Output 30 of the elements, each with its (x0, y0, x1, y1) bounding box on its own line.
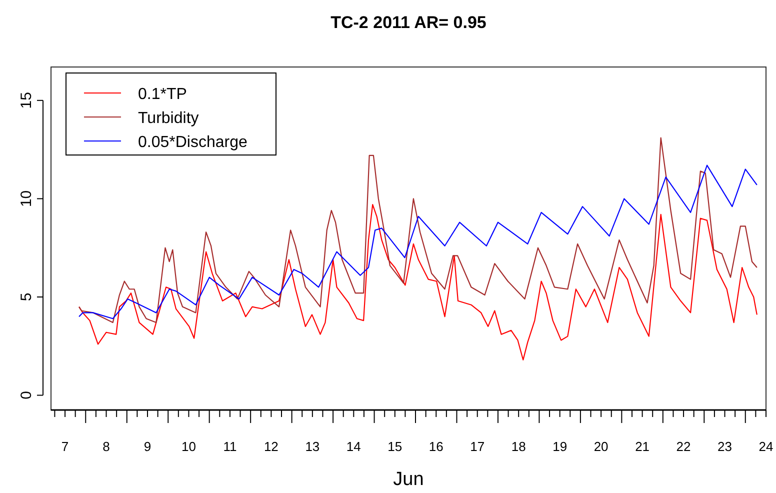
x-tick-label: 12 (264, 439, 278, 454)
x-tick-label: 24 (758, 439, 774, 454)
line-series (78, 137, 758, 324)
y-tick-label: 15 (18, 92, 35, 109)
x-tick-label: 11 (223, 439, 237, 454)
x-tick-label: 14 (346, 439, 361, 454)
x-axis-title: Jun (393, 469, 424, 490)
legend-label: 0.1*TP (138, 86, 187, 103)
x-tick-label: 13 (305, 439, 320, 454)
x-tick-label: 7 (61, 439, 69, 454)
y-tick-label: 0 (18, 391, 35, 400)
x-tick-label: 15 (388, 439, 402, 454)
x-tick-label: 17 (470, 439, 485, 454)
x-tick-label: 10 (181, 439, 196, 454)
x-tick-label: 18 (511, 439, 526, 454)
x-tick-label: 21 (635, 439, 650, 454)
legend-label: 0.05*Discharge (138, 134, 248, 151)
legend-label: Turbidity (138, 110, 199, 127)
y-tick-label: 10 (18, 190, 35, 208)
x-tick-label: 20 (594, 439, 608, 454)
y-tick-label: 5 (18, 292, 35, 302)
x-tick-label: 16 (428, 439, 444, 454)
line-series (78, 204, 758, 360)
x-tick-label: 22 (676, 439, 691, 454)
line-series (78, 164, 758, 320)
x-tick-label: 23 (718, 439, 732, 454)
x-tick-label: 9 (144, 439, 152, 454)
x-tick-label: 8 (102, 439, 110, 454)
x-tick-label: 19 (552, 439, 568, 454)
chart-title: TC-2 2011 AR= 0.95 (330, 13, 486, 32)
